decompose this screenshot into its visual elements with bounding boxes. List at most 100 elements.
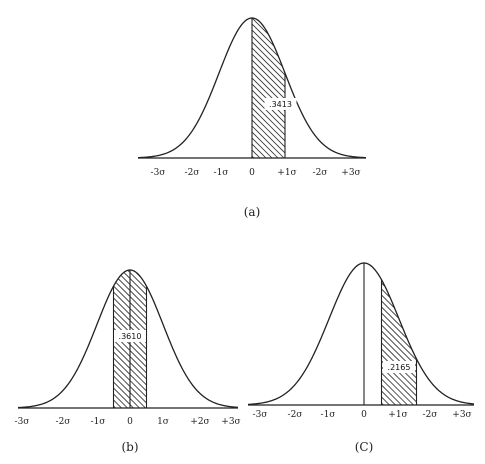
tick-label: -1σ: [214, 168, 229, 178]
hatch-line: [113, 270, 147, 408]
hatch-line: [252, 18, 285, 158]
hatch-line: [253, 18, 285, 158]
hatch-line: [113, 270, 128, 408]
hatch-line: [381, 279, 417, 405]
hatch-line: [113, 270, 147, 408]
hatch-line: [113, 270, 147, 408]
tick-label: -2σ: [56, 417, 71, 427]
hatch-line: [252, 18, 285, 158]
area-label-background-a: [264, 98, 297, 110]
tick-label: -2σ: [313, 168, 328, 178]
hatch-line: [166, 260, 314, 408]
hatch-line: [113, 270, 147, 408]
hatch-line: [436, 253, 485, 405]
hatch-line: [252, 18, 285, 158]
tick-label: -3σ: [15, 417, 30, 427]
hatch-line: [252, 18, 285, 158]
hatch-line: [381, 279, 408, 405]
caption-b: (b): [121, 440, 138, 454]
hatch-line: [252, 18, 285, 158]
tick-label: 0: [361, 410, 367, 420]
hatch-line: [113, 270, 147, 408]
tick-label: -3σ: [151, 168, 166, 178]
hatch-line: [277, 18, 285, 158]
tick-label: +3σ: [452, 410, 471, 420]
hatch-line: [113, 270, 122, 408]
hatch-line: [252, 18, 267, 158]
hatch-line: [381, 279, 417, 405]
tick-label: -2σ: [288, 410, 303, 420]
hatch-line: [129, 270, 147, 408]
hatch-line: [113, 270, 146, 408]
tick-labels-b: -3σ -2σ -1σ 0 1σ +2σ +3σ: [15, 417, 241, 427]
hatch-line: [252, 18, 285, 158]
hatch-line: [98, 8, 248, 158]
hatch-line: [113, 270, 147, 408]
hatch-line: [252, 18, 285, 158]
normal-curve-b: [17, 269, 239, 409]
hatch-line: [252, 18, 285, 158]
hatch-line: [252, 18, 285, 158]
hatch-line: [252, 18, 285, 158]
hatch-line: [405, 279, 417, 405]
hatch-line: [252, 18, 285, 158]
hatch-line: [411, 279, 417, 405]
hatch-line: [252, 18, 285, 158]
hatch-line: [381, 279, 390, 405]
hatch-line: [92, 8, 242, 158]
hatch-line: [381, 279, 417, 405]
hatch-line: [381, 279, 417, 405]
area-label-a: .3413: [269, 100, 292, 109]
tick-label: -2σ: [185, 168, 200, 178]
hatch-line: [381, 279, 417, 405]
tick-label: +1σ: [277, 168, 296, 178]
hatch-line: [226, 253, 378, 405]
normal-curve-c: [247, 262, 475, 406]
tick-label: +3σ: [221, 417, 240, 427]
hatch-line: [252, 18, 279, 158]
hatch-line: [252, 18, 285, 158]
hatch-line: [113, 270, 147, 408]
shaded-area-c: [226, 253, 485, 405]
hatch-line: [381, 279, 396, 405]
hatch-line: [387, 279, 417, 405]
hatch-line: [117, 270, 147, 408]
panel-a: -3σ -2σ -1σ 0 +1σ -2σ +3σ .3413 (a): [92, 8, 446, 219]
hatch-line: [296, 8, 446, 158]
hatch-line: [0, 260, 104, 408]
hatch-line: [141, 270, 147, 408]
hatch-line: [252, 18, 285, 158]
hatch-line: [135, 270, 147, 408]
tick-label: +2σ: [190, 417, 209, 427]
hatch-line: [381, 279, 417, 405]
hatch-line: [381, 279, 384, 405]
hatch-line: [381, 279, 417, 405]
tick-label: 0: [249, 168, 255, 178]
panel-c: -3σ -2σ -1σ 0 +1σ -2σ +3σ .2165 (C): [226, 253, 485, 454]
tick-label: 1σ: [157, 417, 169, 427]
hatch-line: [271, 18, 285, 158]
hatch-line: [430, 253, 485, 405]
tick-labels-a: -3σ -2σ -1σ 0 +1σ -2σ +3σ: [151, 168, 361, 178]
tick-label: -1σ: [321, 410, 336, 420]
hatch-line: [252, 18, 285, 158]
hatch-line: [252, 18, 285, 158]
shade-boundaries-a: [251, 18, 286, 158]
hatch-line: [381, 279, 417, 405]
hatch-line: [113, 270, 147, 408]
hatch-line: [252, 18, 255, 158]
hatch-line: [252, 18, 285, 158]
tick-label: -2σ: [423, 410, 438, 420]
area-label-c: .2165: [388, 363, 411, 372]
tick-label: +3σ: [341, 168, 360, 178]
hatch-line: [252, 18, 273, 158]
hatch-line: [381, 279, 414, 405]
hatch-line: [393, 279, 417, 405]
tick-label: +1σ: [388, 410, 407, 420]
tick-labels-c: -3σ -2σ -1σ 0 +1σ -2σ +3σ: [253, 410, 472, 420]
hatch-line: [252, 18, 285, 158]
hatch-line: [148, 260, 296, 408]
shade-boundaries-c: [363, 263, 418, 405]
area-label-b: .3610: [119, 332, 142, 341]
